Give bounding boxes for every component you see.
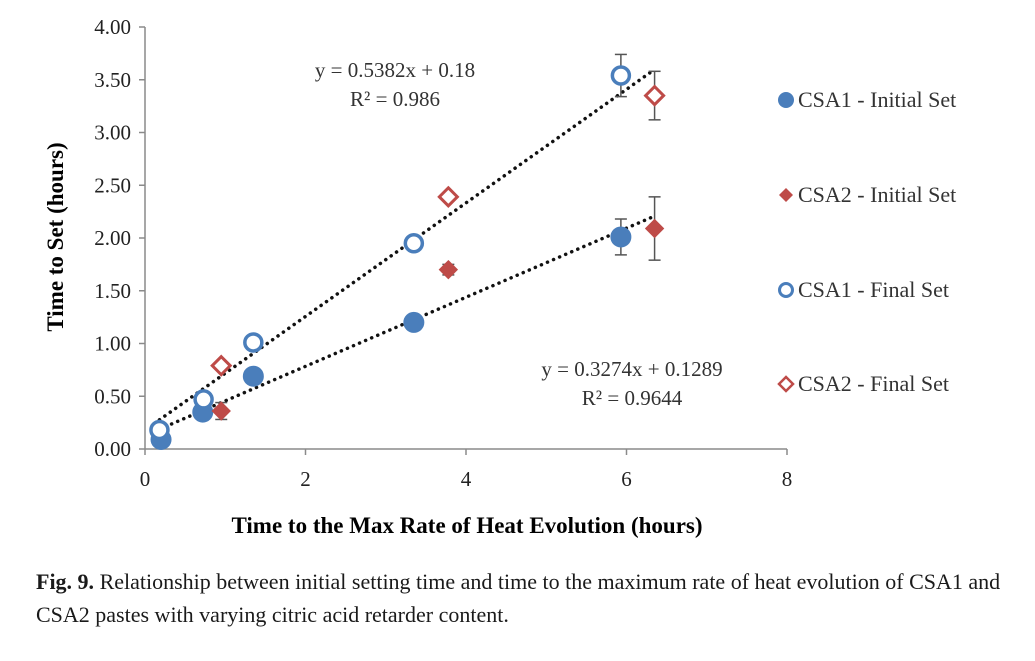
scatter-chart: 0.00 0.50 1.00 1.50 2.00 2.50 3.00 3.50 4.00 0 2 4 6… (43, 15, 956, 538)
data-point-series-3 (149, 419, 170, 441)
y-tick-label: 0.00 (94, 437, 131, 461)
y-tick-label: 1.00 (94, 332, 131, 356)
tick-labels: 0.00 0.50 1.00 1.50 2.00 2.50 3.00 3.50 4.00 0 2 4 6… (94, 15, 792, 491)
figure-caption: Fig. 9. Relationship between initial set… (36, 565, 1001, 631)
legend-marker (778, 92, 794, 108)
y-tick-label: 2.50 (94, 173, 131, 197)
y-tick-label: 3.50 (94, 68, 131, 92)
data-point-series-3 (610, 65, 632, 86)
data-point-series-1 (242, 365, 264, 387)
data-point-series-3 (243, 332, 264, 353)
x-tick-label: 6 (621, 467, 632, 491)
legend-label: CSA1 - Final Set (798, 277, 949, 302)
data-point-series-2 (644, 218, 665, 239)
x-tick-label: 2 (300, 467, 311, 491)
data-point-series-1 (403, 311, 425, 333)
legend: CSA1 - Initial Set CSA2 - Initial Set CSA1… (777, 87, 956, 396)
legend-label: CSA2 - Final Set (798, 371, 949, 396)
y-tick-label: 3.00 (94, 121, 131, 145)
x-axis-title: Time to the Max Rate of Heat Evolution (… (231, 513, 702, 538)
data-point-series-4 (210, 354, 233, 377)
data-point-series-2 (438, 259, 459, 280)
legend-marker (777, 375, 795, 393)
y-tick-label: 1.50 (94, 279, 131, 303)
y-tick-label: 4.00 (94, 15, 131, 39)
data-point-series-3 (403, 233, 425, 254)
trendline-r2-1: R² = 0.986 (350, 87, 440, 111)
x-tick-label: 8 (782, 467, 793, 491)
x-tick-label: 0 (140, 467, 151, 491)
y-tick-label: 0.50 (94, 384, 131, 408)
y-axis-title: Time to Set (hours) (43, 142, 68, 331)
trendline-r2-2: R² = 0.9644 (582, 386, 683, 410)
data-point-series-4 (437, 185, 460, 208)
legend-marker (779, 188, 793, 202)
data-point-series-2 (211, 401, 231, 421)
legend-label: CSA1 - Initial Set (798, 87, 956, 112)
figure-label: Fig. 9. (36, 569, 95, 594)
y-tick-label: 2.00 (94, 226, 131, 250)
trendline-equation-2: y = 0.3274x + 0.1289 (541, 357, 722, 381)
caption-text: Relationship between initial setting tim… (36, 569, 1001, 627)
data-point-series-3 (193, 389, 214, 410)
x-tick-label: 4 (461, 467, 472, 491)
legend-marker (778, 282, 794, 298)
trendline-equation-1: y = 0.5382x + 0.18 (315, 58, 475, 82)
axes (139, 26, 788, 455)
data-point-series-1 (610, 226, 632, 248)
trendline-equations: y = 0.5382x + 0.18 R² = 0.986 y = 0.3274x … (315, 58, 723, 410)
data-point-series-4 (643, 84, 666, 107)
data-points (149, 65, 666, 451)
legend-label: CSA2 - Initial Set (798, 182, 956, 207)
